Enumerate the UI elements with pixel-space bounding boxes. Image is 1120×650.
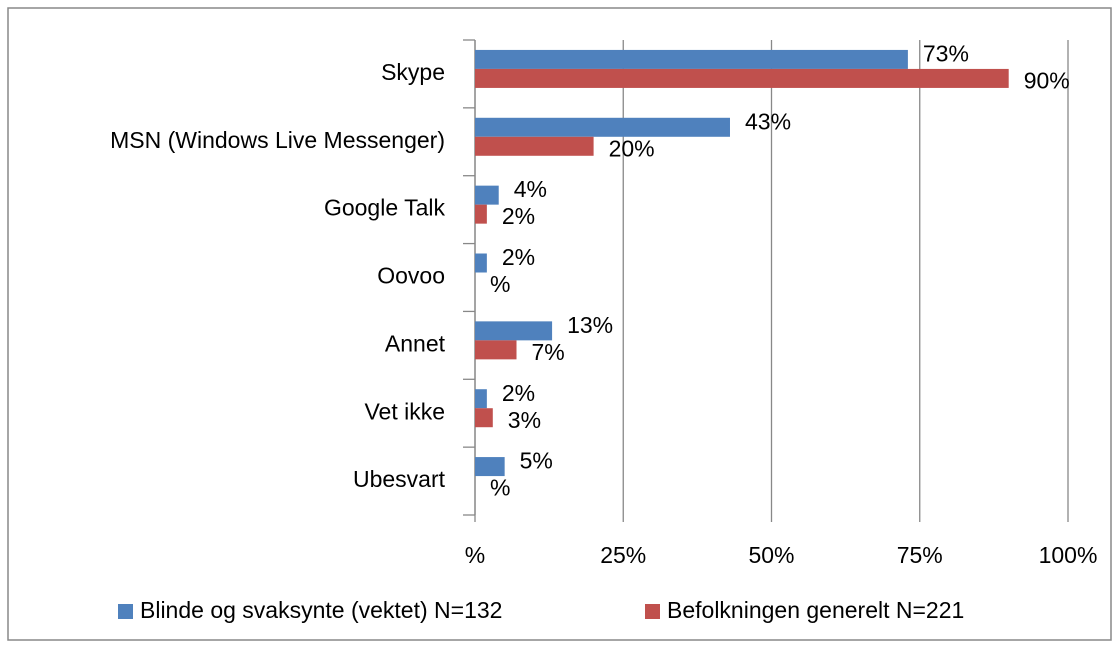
bar <box>475 204 487 224</box>
y-tick-label: Skype <box>381 59 445 85</box>
chart-border <box>7 7 1112 641</box>
bar <box>475 117 730 137</box>
x-tick-label: 75% <box>897 542 943 568</box>
bar <box>475 408 493 428</box>
legend-swatch <box>645 604 660 619</box>
data-label: 5% <box>520 448 553 474</box>
bar <box>475 321 553 341</box>
legend-swatch <box>118 604 133 619</box>
data-label: 2% <box>502 203 535 229</box>
legend-label: Blinde og svaksynte (vektet) N=132 <box>140 597 502 623</box>
data-label: 7% <box>532 339 565 365</box>
data-label: 4% <box>514 176 547 202</box>
data-label: % <box>490 271 510 297</box>
data-label: 13% <box>567 312 613 338</box>
y-tick-label: Google Talk <box>324 195 446 221</box>
data-label: 43% <box>745 108 791 134</box>
x-tick-label: 100% <box>1039 542 1098 568</box>
x-tick-label: 50% <box>748 542 794 568</box>
y-tick-label: Oovoo <box>377 263 445 289</box>
data-label: 20% <box>609 135 655 161</box>
bar <box>475 68 1009 88</box>
bar <box>475 136 594 156</box>
legend-label: Befolkningen generelt N=221 <box>667 597 964 623</box>
data-label: 90% <box>1024 68 1070 94</box>
bar <box>475 340 517 360</box>
bar <box>475 185 499 205</box>
x-tick-label: 25% <box>600 542 646 568</box>
data-label: 73% <box>923 41 969 67</box>
data-label: 2% <box>502 380 535 406</box>
bar <box>475 389 487 409</box>
y-tick-label: Annet <box>385 330 446 356</box>
bar <box>475 457 505 477</box>
data-label: % <box>490 475 510 501</box>
y-tick-label: Ubesvart <box>353 466 446 492</box>
data-label: 2% <box>502 244 535 270</box>
x-tick-label: % <box>465 542 485 568</box>
bar <box>475 49 908 69</box>
data-label: 3% <box>508 407 541 433</box>
y-tick-label: MSN (Windows Live Messenger) <box>110 127 445 153</box>
bar <box>475 253 487 273</box>
y-tick-label: Vet ikke <box>364 398 445 424</box>
